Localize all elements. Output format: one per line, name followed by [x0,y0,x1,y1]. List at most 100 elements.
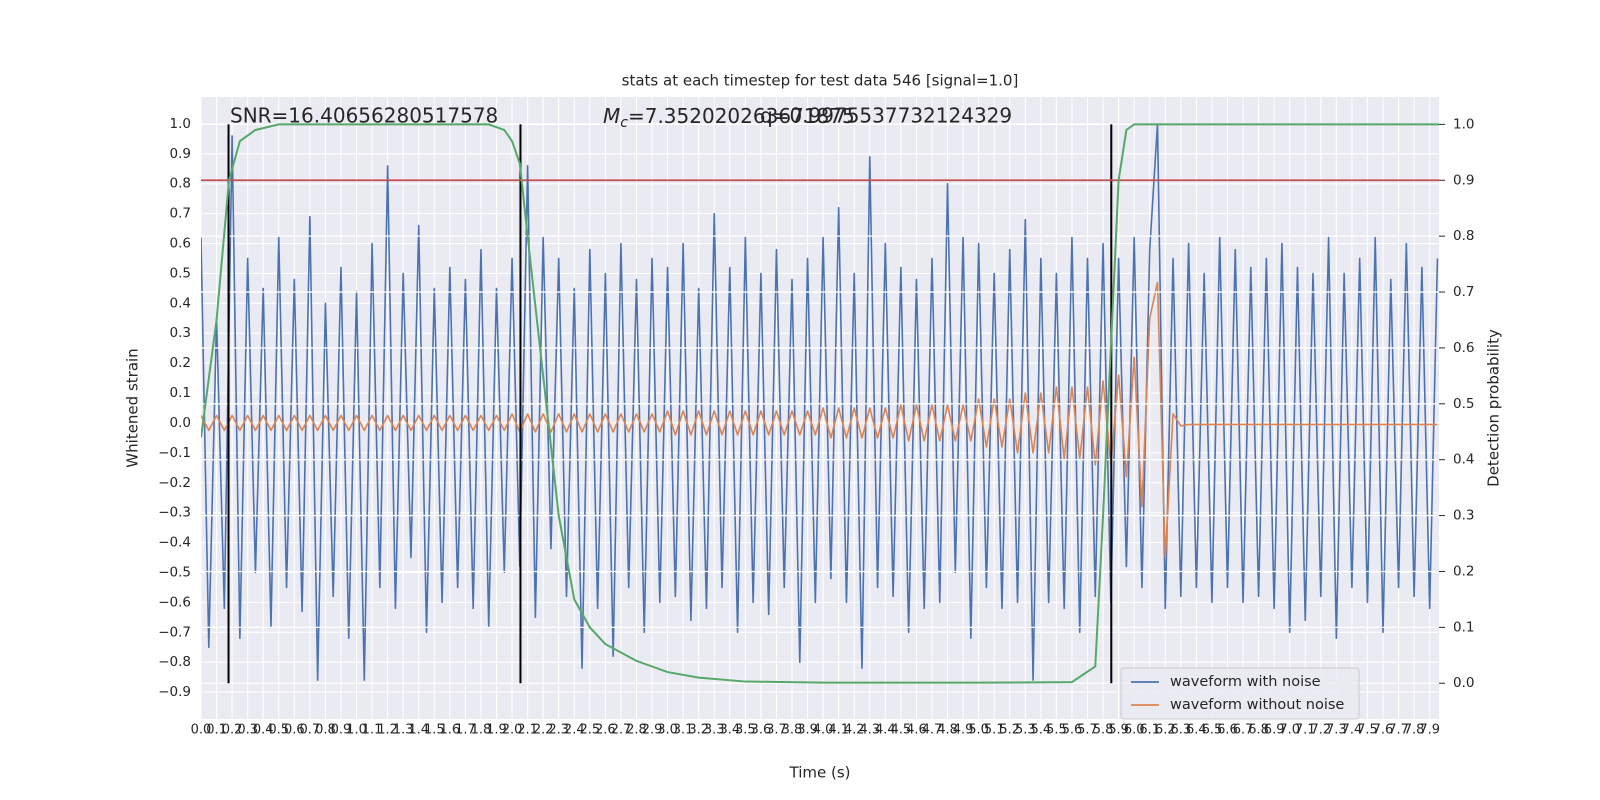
x-tick-label: 4.8 [937,723,958,738]
x-tick-label: 6.1 [1139,723,1160,738]
y2-tick-label: 0.7 [1453,284,1474,300]
x-tick-label: 3.6 [751,723,772,738]
y2-tick-label: 0.8 [1453,228,1474,244]
x-tick-label: 7.7 [1388,723,1409,738]
x-tick-label: 7.6 [1373,723,1394,738]
x-tick-label: 2.6 [595,723,616,738]
y2-tick-label: 0.0 [1453,675,1474,691]
mc-subscript: c [620,115,628,131]
y-tick-label: −0.4 [158,535,191,551]
x-tick-label: 6.9 [1264,723,1285,738]
y-tick-label: 0.4 [170,295,191,311]
x-tick-label: 7.3 [1326,723,1347,738]
y-tick-label: 0.9 [170,146,191,162]
legend: waveform with noise waveform without nois… [1120,667,1360,720]
x-tick-label: 6.0 [1124,723,1145,738]
x-tick-label: 0.2 [222,723,243,738]
x-tick-label: 0.8 [315,723,336,738]
x-tick-label: 5.9 [1108,723,1129,738]
x-tick-label: 3.5 [735,723,756,738]
x-tick-label: 2.4 [564,723,585,738]
x-tick-label: 1.1 [362,723,383,738]
series-line [201,281,1438,559]
snr-annotation: SNR=16.40656280517578 [230,104,498,128]
y2-tick-label: 0.5 [1453,396,1474,412]
y-tick-label: 0.8 [170,176,191,192]
y-tick-label: 1.0 [170,116,191,132]
x-tick-label: 3.0 [657,723,678,738]
legend-label: waveform with noise [1170,674,1321,690]
x-tick-label: 0.4 [253,723,274,738]
x-tick-label: 5.1 [984,723,1005,738]
x-tick-label: 5.3 [1015,723,1036,738]
x-tick-label: 4.7 [922,723,943,738]
x-tick-label: 6.6 [1217,723,1238,738]
x-tick-label: 2.9 [642,723,663,738]
x-tick-label: 4.5 [891,723,912,738]
x-tick-label: 7.4 [1342,723,1363,738]
y2-tick-label: 0.6 [1453,340,1474,356]
x-tick-label: 1.2 [377,723,398,738]
y-tick-label: −0.7 [158,624,191,640]
y-tick-label: 0.6 [170,236,191,252]
y2-tick-label: 0.4 [1453,452,1474,468]
y-tick-label: −0.1 [158,445,191,461]
x-tick-label: 0.5 [268,723,289,738]
x-tick-label: 6.3 [1170,723,1191,738]
x-tick-label: 3.2 [688,723,709,738]
x-tick-label: 1.0 [346,723,367,738]
y2-axis-label: Detection probability [1485,329,1503,487]
x-tick-label: 1.7 [455,723,476,738]
x-tick-label: 5.7 [1077,723,1098,738]
y-tick-label: 0.1 [170,385,191,401]
y-tick-label: 0.2 [170,355,191,371]
x-tick-label: 7.8 [1404,723,1425,738]
y2-tick-label: 0.2 [1453,563,1474,579]
y-tick-label: −0.5 [158,564,191,580]
x-tick-label: 1.9 [486,723,507,738]
y-tick-label: −0.6 [158,594,191,610]
x-tick-label: 2.7 [611,723,632,738]
x-tick-label: 2.2 [533,723,554,738]
x-tick-label: 1.3 [393,723,414,738]
y-tick-label: 0.3 [170,325,191,341]
x-tick-label: 4.4 [875,723,896,738]
x-tick-label: 5.2 [999,723,1020,738]
x-tick-label: 0.1 [206,723,227,738]
x-tick-label: 4.0 [813,723,834,738]
legend-label: waveform without noise [1170,697,1344,713]
x-tick-label: 2.0 [502,723,523,738]
x-tick-label: 0.9 [331,723,352,738]
x-tick-label: 6.4 [1186,723,1207,738]
x-tick-label: 2.5 [579,723,600,738]
x-tick-label: 5.8 [1093,723,1114,738]
x-tick-label: 7.0 [1279,723,1300,738]
x-tick-label: 4.3 [859,723,880,738]
x-tick-label: 3.9 [797,723,818,738]
x-tick-label: 0.3 [237,723,258,738]
x-tick-label: 4.6 [906,723,927,738]
x-tick-label: 4.1 [828,723,849,738]
y-tick-label: −0.8 [158,654,191,670]
y-tick-label: −0.2 [158,475,191,491]
x-tick-label: 4.2 [844,723,865,738]
y-tick-label: 0.0 [170,415,191,431]
x-tick-label: 1.8 [471,723,492,738]
y-tick-label: 0.7 [170,206,191,222]
x-tick-label: 5.4 [1031,723,1052,738]
legend-box [1120,667,1360,720]
x-tick-label: 7.2 [1310,723,1331,738]
secondary-axes [201,123,1439,684]
x-tick-label: 6.7 [1233,723,1254,738]
x-tick-label: 1.4 [408,723,429,738]
x-tick-label: 6.2 [1155,723,1176,738]
x-tick-label: 3.3 [704,723,725,738]
x-tick-label: 1.5 [424,723,445,738]
x-tick-label: 0.7 [300,723,321,738]
x-tick-label: 4.9 [953,723,974,738]
mc-value: =7.352020263671875 [628,104,855,128]
mc-symbol: M [603,104,620,128]
x-tick-label: 6.5 [1202,723,1223,738]
x-tick-label: 3.1 [673,723,694,738]
x-tick-label: 1.6 [440,723,461,738]
